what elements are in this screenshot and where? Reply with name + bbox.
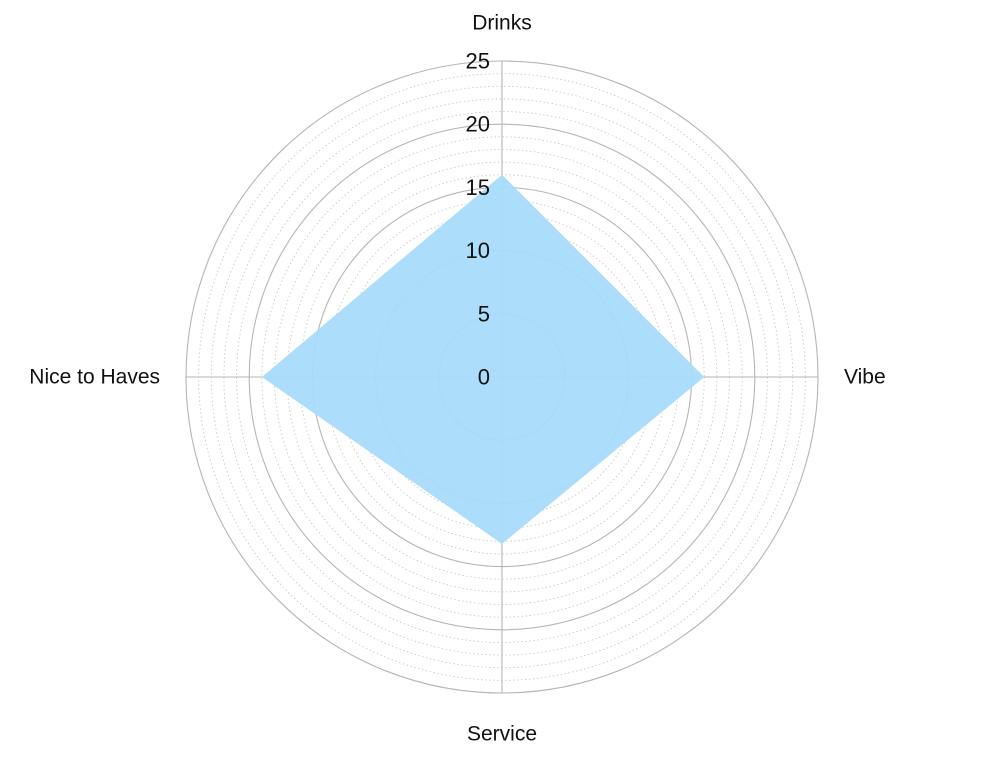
radial-tick-label: 5 — [478, 301, 490, 326]
radial-tick-label: 10 — [466, 238, 490, 263]
series-area-0 — [261, 174, 705, 544]
radial-tick-label: 20 — [466, 112, 490, 137]
axis-label-vibe: Vibe — [844, 366, 886, 389]
radial-tick-label: 25 — [466, 49, 490, 74]
series-layer — [261, 174, 705, 544]
axis-label-nice-to-haves: Nice to Haves — [29, 366, 160, 389]
axis-label-service: Service — [467, 723, 537, 746]
radial-tick-labels: 0 5 10 15 20 25 — [466, 49, 490, 390]
radial-tick-label: 15 — [466, 175, 490, 200]
axis-labels: Drinks Vibe Service Nice to Haves — [29, 12, 885, 746]
axis-label-drinks: Drinks — [472, 12, 532, 35]
radial-tick-label: 0 — [478, 365, 490, 390]
